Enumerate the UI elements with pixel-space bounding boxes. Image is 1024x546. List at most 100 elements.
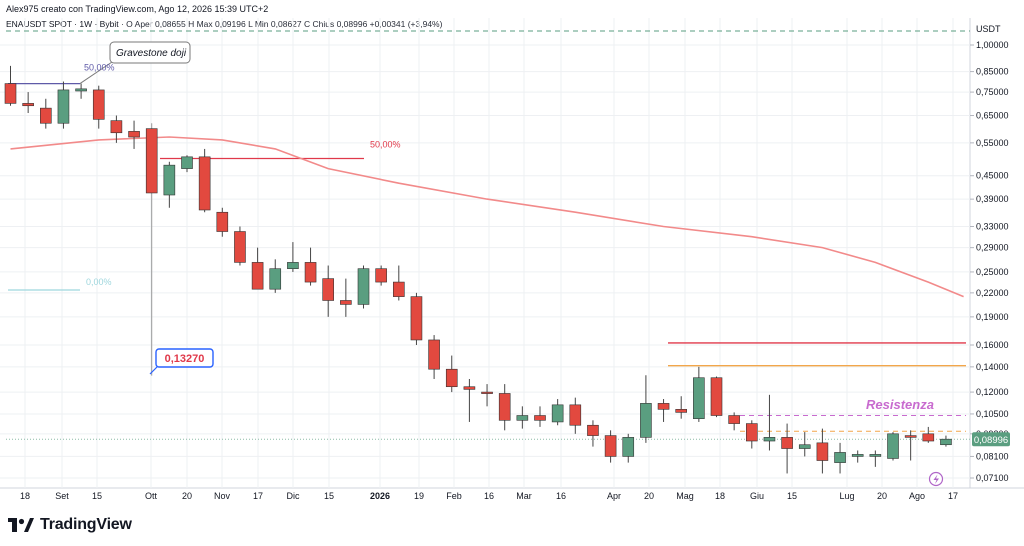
- x-tick-label: Ott: [145, 491, 158, 501]
- y-tick-label: 0,25000: [976, 267, 1009, 277]
- candle: [657, 399, 670, 422]
- candle: [375, 265, 387, 286]
- chart-credit: Alex975 creato con TradingView.com, Ago …: [6, 4, 269, 14]
- candle: [728, 412, 740, 431]
- y-tick-label: 1,00000: [976, 40, 1009, 50]
- candle-body: [693, 377, 705, 419]
- candle-body: [340, 300, 352, 305]
- x-tick-label: Nov: [214, 491, 231, 501]
- x-tick-label: 15: [92, 491, 102, 501]
- candle-body: [675, 409, 688, 413]
- candle-body: [922, 433, 935, 442]
- y-tick-label: 0,12000: [976, 387, 1009, 397]
- grid-lines: [0, 18, 1024, 489]
- candle: [234, 226, 246, 266]
- fib-50-mid-label: 50,00%: [370, 139, 401, 149]
- x-tick-label: 16: [556, 491, 566, 501]
- candle: [39, 98, 52, 129]
- candle: [463, 378, 476, 422]
- candle-body: [798, 444, 811, 449]
- candle-body: [481, 391, 493, 394]
- x-tick-label: 20: [182, 491, 192, 501]
- candle: [710, 376, 723, 418]
- candle: [287, 242, 299, 272]
- candle: [110, 115, 123, 143]
- y-tick-label: 0,55000: [976, 138, 1009, 148]
- candle: [198, 148, 211, 213]
- x-tick-label: Ago: [909, 491, 925, 501]
- candle: [145, 123, 158, 376]
- candle: [781, 423, 793, 474]
- candle-body: [622, 437, 635, 457]
- candle-body: [763, 437, 776, 442]
- callout-top-pointer: [79, 61, 113, 85]
- x-tick-label: 18: [715, 491, 725, 501]
- candle-body: [75, 88, 87, 92]
- y-tick-label: 0,39000: [976, 194, 1009, 204]
- candle-body: [4, 83, 17, 104]
- candle-body: [181, 156, 193, 169]
- candle-body: [128, 131, 140, 138]
- candle: [922, 426, 935, 443]
- candle-body: [39, 107, 52, 124]
- y-tick-label: 0,14000: [976, 362, 1009, 372]
- candle: [481, 384, 493, 407]
- candle-body: [657, 403, 670, 410]
- fib-50-top-label: 50,00%: [84, 63, 115, 73]
- candle: [75, 83, 87, 99]
- candle: [445, 355, 458, 393]
- candle-body: [904, 435, 917, 438]
- y-tick-label: 0,22000: [976, 288, 1009, 298]
- candle-body: [287, 262, 299, 269]
- candle: [92, 85, 105, 129]
- tradingview-logo[interactable]: TradingView: [8, 516, 132, 534]
- guide-lines: [6, 30, 970, 440]
- x-tick-label: Giu: [750, 491, 764, 501]
- candle: [551, 399, 564, 426]
- candle-body: [834, 452, 846, 463]
- candle-body: [234, 231, 246, 263]
- y-tick-label: 0,07100: [976, 473, 1009, 483]
- lightning-icon-glyph: [933, 474, 939, 484]
- candle-body: [375, 268, 387, 283]
- candle: [622, 433, 635, 463]
- candle: [340, 278, 352, 317]
- candle-body: [745, 423, 758, 442]
- candle-body: [304, 262, 317, 283]
- y-tick-label: 0,85000: [976, 67, 1009, 77]
- candle: [128, 120, 140, 149]
- candle: [181, 155, 193, 173]
- candle-body: [498, 393, 511, 421]
- x-tick-label: Dic: [287, 491, 300, 501]
- candle-body: [587, 424, 599, 436]
- candle-body: [269, 268, 282, 290]
- candle-body: [198, 156, 211, 211]
- candle: [887, 432, 899, 461]
- x-tick-label: 17: [948, 491, 958, 501]
- candle: [763, 394, 776, 451]
- candle-body: [145, 128, 158, 194]
- candle-body: [551, 404, 564, 423]
- candle-body: [410, 296, 423, 341]
- y-axis: USDT 1,00000 0,85000 0,75000 0,65000 0,55000 0…: [970, 24, 1010, 483]
- candle: [516, 406, 529, 429]
- candle-body: [816, 442, 829, 461]
- candle: [216, 207, 229, 237]
- candle-body: [728, 415, 740, 424]
- candle-body: [869, 454, 882, 457]
- last-price-label: 0,08996: [974, 435, 1008, 446]
- x-tick-label: 2026: [370, 491, 390, 501]
- x-tick-label: 20: [877, 491, 887, 501]
- candle-body: [640, 403, 652, 438]
- x-tick-label: Mar: [516, 491, 532, 501]
- candle-body: [851, 454, 864, 457]
- candle-body: [57, 89, 70, 124]
- candle: [22, 92, 34, 114]
- x-tick-label: Feb: [446, 491, 462, 501]
- candle-body: [357, 268, 370, 305]
- candle: [4, 65, 17, 106]
- x-tick-label: 15: [324, 491, 334, 501]
- y-tick-label: 0,45000: [976, 171, 1009, 181]
- y-tick-label: 0,65000: [976, 111, 1009, 121]
